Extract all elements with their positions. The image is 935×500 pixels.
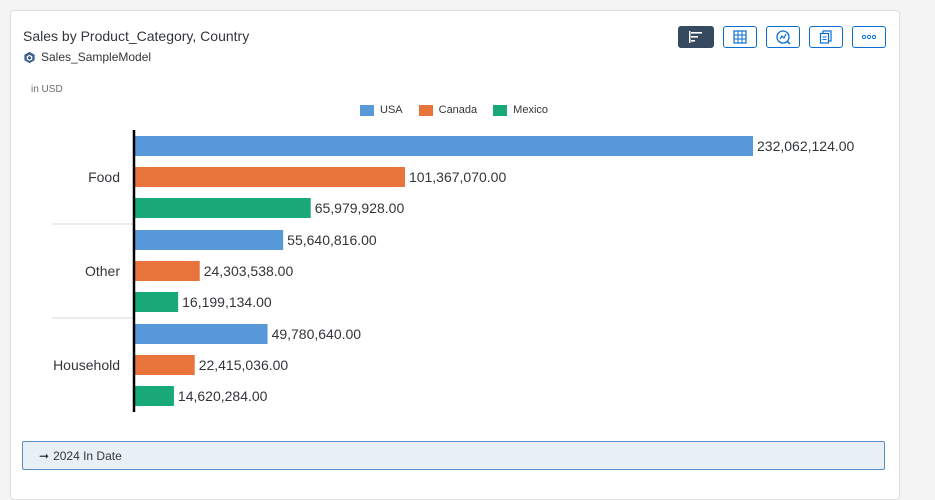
- legend-label: USA: [380, 104, 403, 116]
- bar-chart: 232,062,124.00 101,367,070.0065,979,928.0…: [52, 130, 855, 412]
- data-label: 24,303,538.00: [204, 263, 294, 279]
- bar-chart-icon: [689, 31, 702, 43]
- data-label: 65,979,928.00: [315, 200, 405, 216]
- bar-food-usa[interactable]: [135, 136, 753, 156]
- data-label: 55,640,816.00: [287, 232, 377, 248]
- legend-item-mexico[interactable]: Mexico: [493, 104, 548, 116]
- table-view-button[interactable]: [723, 26, 757, 48]
- category-label: Food: [88, 169, 120, 185]
- data-label: 22,415,036.00: [199, 357, 289, 373]
- arrow-right-icon: ➞: [39, 448, 50, 463]
- chart-toolbar: [678, 26, 886, 48]
- filter-label: 2024 In Date: [53, 448, 122, 463]
- legend-item-usa[interactable]: USA: [360, 104, 403, 116]
- cube-icon: [24, 51, 35, 63]
- data-label: 14,620,284.00: [178, 388, 268, 404]
- chart-card: [10, 10, 900, 500]
- bar-other-mexico[interactable]: [135, 292, 179, 312]
- bar-chart-view-button[interactable]: [678, 26, 714, 48]
- units-label: in USD: [31, 84, 63, 95]
- filter-bar[interactable]: ➞ 2024 In Date: [22, 441, 885, 470]
- data-label: 49,780,640.00: [272, 326, 362, 342]
- chart-title: Sales by Product_Category, Country: [23, 28, 250, 44]
- bar-other-usa[interactable]: [135, 230, 284, 250]
- legend-label: Mexico: [513, 104, 549, 116]
- copy-button[interactable]: [809, 26, 843, 48]
- data-label: 16,199,134.00: [182, 294, 272, 310]
- overflow-dots-icon: [861, 34, 877, 40]
- legend-label: Canada: [438, 104, 478, 116]
- legend-swatch: [493, 104, 508, 116]
- table-grid-icon: [733, 30, 747, 44]
- category-label: Household: [53, 357, 120, 373]
- legend-swatch: [360, 104, 374, 116]
- more-actions-button[interactable]: [852, 26, 886, 48]
- explorer-button[interactable]: [766, 26, 800, 48]
- bar-food-mexico[interactable]: [135, 198, 311, 218]
- data-label: 101,367,070.00: [409, 169, 507, 185]
- bar-household-canada[interactable]: [135, 355, 195, 375]
- category-label: Other: [85, 263, 120, 279]
- data-label: 232,062,124.00: [757, 138, 855, 154]
- chart-legend: USA Canada Mexico: [360, 104, 548, 116]
- model-name: Sales_SampleModel: [41, 50, 152, 64]
- bar-food-canada[interactable]: [135, 167, 405, 187]
- copy-icon: [819, 30, 832, 44]
- magnify-chart-icon: [776, 30, 791, 45]
- model-source[interactable]: Sales_SampleModel: [23, 50, 151, 64]
- legend-swatch: [418, 104, 433, 116]
- bar-other-canada[interactable]: [135, 261, 200, 281]
- legend-item-canada[interactable]: Canada: [418, 104, 478, 116]
- bar-household-mexico[interactable]: [135, 386, 174, 406]
- bar-household-usa[interactable]: [135, 324, 268, 344]
